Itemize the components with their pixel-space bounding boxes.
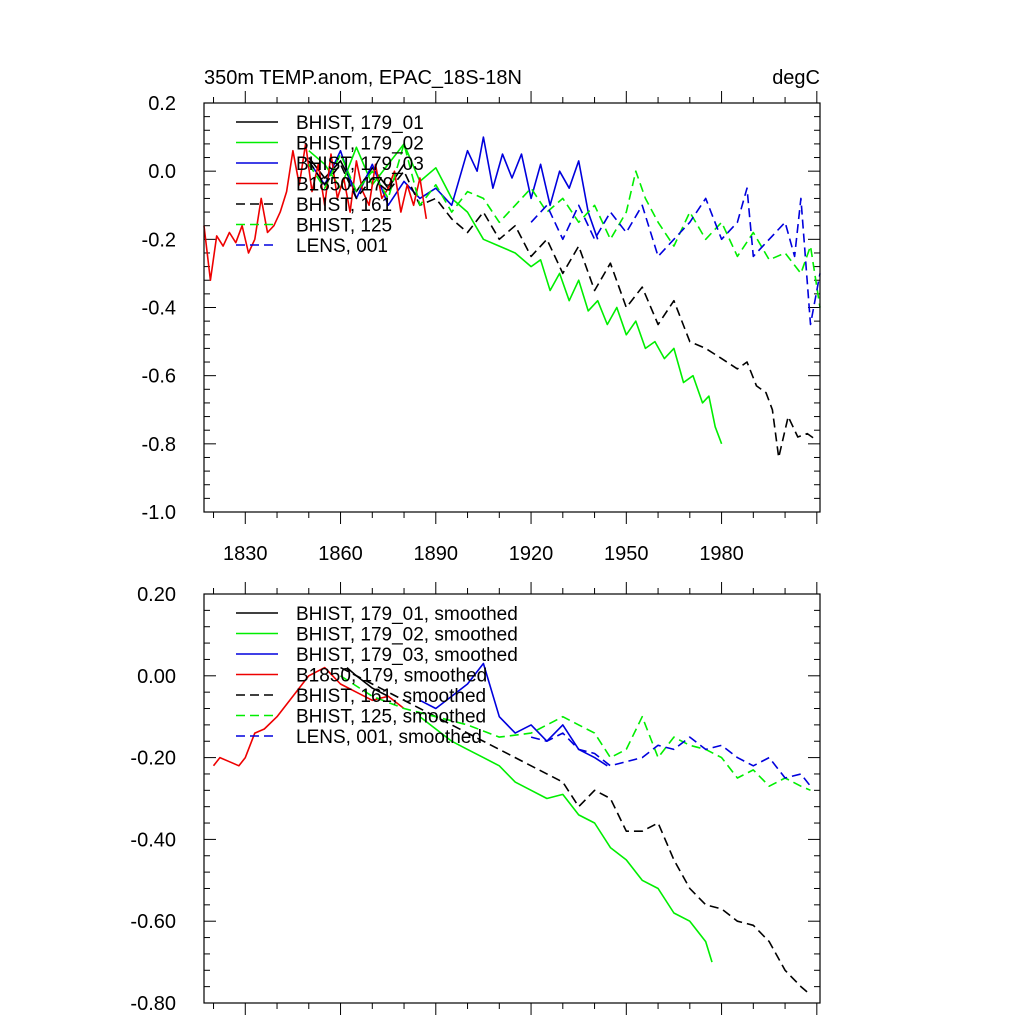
series-line-bhist-161 xyxy=(308,160,818,459)
legend-label-bhist-179-01: BHIST, 179_01 xyxy=(296,113,424,134)
legend-label-bhist-125: BHIST, 125 xyxy=(296,216,392,237)
legend-label-bhist-179-02-smoothed: BHIST, 179_02, smoothed xyxy=(296,625,518,646)
series-line-bhist-179-01-smoothed xyxy=(346,666,389,698)
y-tick-label: -0.8 xyxy=(142,434,176,456)
series-line-bhist-125-smoothed xyxy=(340,675,811,792)
y-tick-label: 0.20 xyxy=(137,584,176,606)
legend-label-bhist-179-03: BHIST, 179_03 xyxy=(296,154,424,175)
x-tick-label: 1950 xyxy=(604,543,649,565)
series-line-lens-001-smoothed xyxy=(530,732,812,787)
legend-label-bhist-179-01-smoothed: BHIST, 179_01, smoothed xyxy=(296,604,518,625)
plot-frame-bottom xyxy=(203,593,821,1004)
series-line-bhist-179-02 xyxy=(308,143,723,445)
series-line-b1850-179 xyxy=(203,143,428,282)
x-tick-labels-top: 1830 1860 1890 1920 1950 1980 xyxy=(223,543,744,565)
chart-top-panel: 350m TEMP.anom, EPAC_18S-18N degC 0.2 0.0… xyxy=(142,67,821,565)
series-line-b1850-179-smoothed xyxy=(212,666,405,767)
y-tick-label: -0.40 xyxy=(130,829,176,851)
series-line-bhist-125 xyxy=(308,143,821,308)
y-tick-label: -0.80 xyxy=(130,993,176,1015)
x-tick-label: 1920 xyxy=(509,543,554,565)
series-line-bhist-179-03 xyxy=(308,136,599,240)
plot-frame-top xyxy=(203,102,821,513)
ticks-bottom xyxy=(204,582,820,1015)
y-tick-label: 0.0 xyxy=(148,161,176,183)
y-tick-label: -0.60 xyxy=(130,911,176,933)
y-tick-label: -0.4 xyxy=(142,298,176,320)
series-line-bhist-161-smoothed xyxy=(340,666,812,996)
y-tick-label: -0.6 xyxy=(142,366,176,388)
legend-label-bhist-161-smoothed: BHIST, 161, smoothed xyxy=(296,686,486,707)
legend-label-bhist-161: BHIST, 161 xyxy=(296,195,392,216)
y-tick-label: -1.0 xyxy=(142,502,176,524)
chart-title: 350m TEMP.anom, EPAC_18S-18N xyxy=(204,67,522,89)
y-tick-label: 0.2 xyxy=(148,93,176,115)
x-tick-label: 1890 xyxy=(414,543,459,565)
series-lines-top xyxy=(203,136,821,459)
chart-units: degC xyxy=(772,67,820,89)
y-tick-labels-bottom: 0.20 0.00 -0.20 -0.40 -0.60 -0.80 xyxy=(130,584,176,1015)
legend-label-bhist-125-smoothed: BHIST, 125, smoothed xyxy=(296,707,486,728)
y-tick-label: 0.00 xyxy=(137,666,176,688)
series-lines-bottom xyxy=(212,662,812,996)
x-tick-label: 1860 xyxy=(318,543,363,565)
legend-label-b1850-179: B1850, 179 xyxy=(296,175,393,196)
chart-bottom-panel: 0.20 0.00 -0.20 -0.40 -0.60 -0.80 BHIST, 179_… xyxy=(130,582,821,1015)
x-tick-label: 1980 xyxy=(699,543,744,565)
legend-label-b1850-179-smoothed: B1850, 179, smoothed xyxy=(296,666,487,687)
legend-label-bhist-179-03-smoothed: BHIST, 179_03, smoothed xyxy=(296,645,518,666)
series-line-bhist-179-02-smoothed xyxy=(419,716,713,963)
y-tick-label: -0.20 xyxy=(130,748,176,770)
x-tick-label: 1830 xyxy=(223,543,268,565)
y-tick-label: -0.2 xyxy=(142,229,176,251)
legend-label-lens-001: LENS, 001 xyxy=(296,236,388,257)
series-line-lens-001 xyxy=(530,187,821,326)
legend-label-bhist-179-02: BHIST, 179_02 xyxy=(296,134,424,155)
y-tick-labels-top: 0.2 0.0 -0.2 -0.4 -0.6 -0.8 -1.0 xyxy=(142,93,176,524)
legend-label-lens-001-smoothed: LENS, 001, smoothed xyxy=(296,727,482,748)
